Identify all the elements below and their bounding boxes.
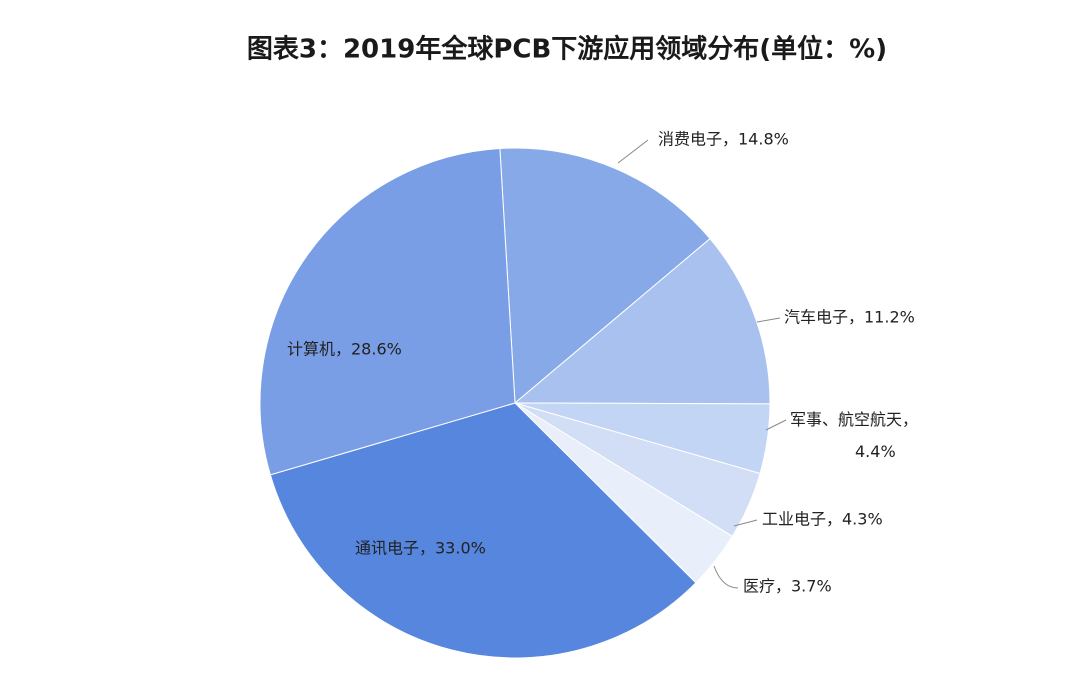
leader-line [765, 419, 787, 431]
data-label: 通讯电子，33.0% [355, 539, 486, 558]
data-label: 工业电子，4.3% [762, 510, 883, 529]
leader-line [733, 519, 758, 527]
pie-slice [499, 147, 711, 405]
pie-slice [513, 237, 771, 405]
data-label: 汽车电子，11.2% [784, 308, 915, 327]
pie-slice [259, 147, 516, 476]
data-label: 消费电子，14.8% [658, 130, 789, 149]
data-label: 军事、航空航天， 4.4% [790, 410, 918, 461]
data-label: 医疗，3.7% [743, 577, 832, 596]
leader-line [617, 139, 649, 164]
chart-title: 图表3：2019年全球PCB下游应用领域分布(单位：%) [247, 34, 887, 65]
data-label: 计算机，28.6% [287, 340, 402, 359]
leader-line [713, 565, 739, 589]
pie-slice [269, 402, 697, 659]
leader-line [756, 317, 781, 323]
